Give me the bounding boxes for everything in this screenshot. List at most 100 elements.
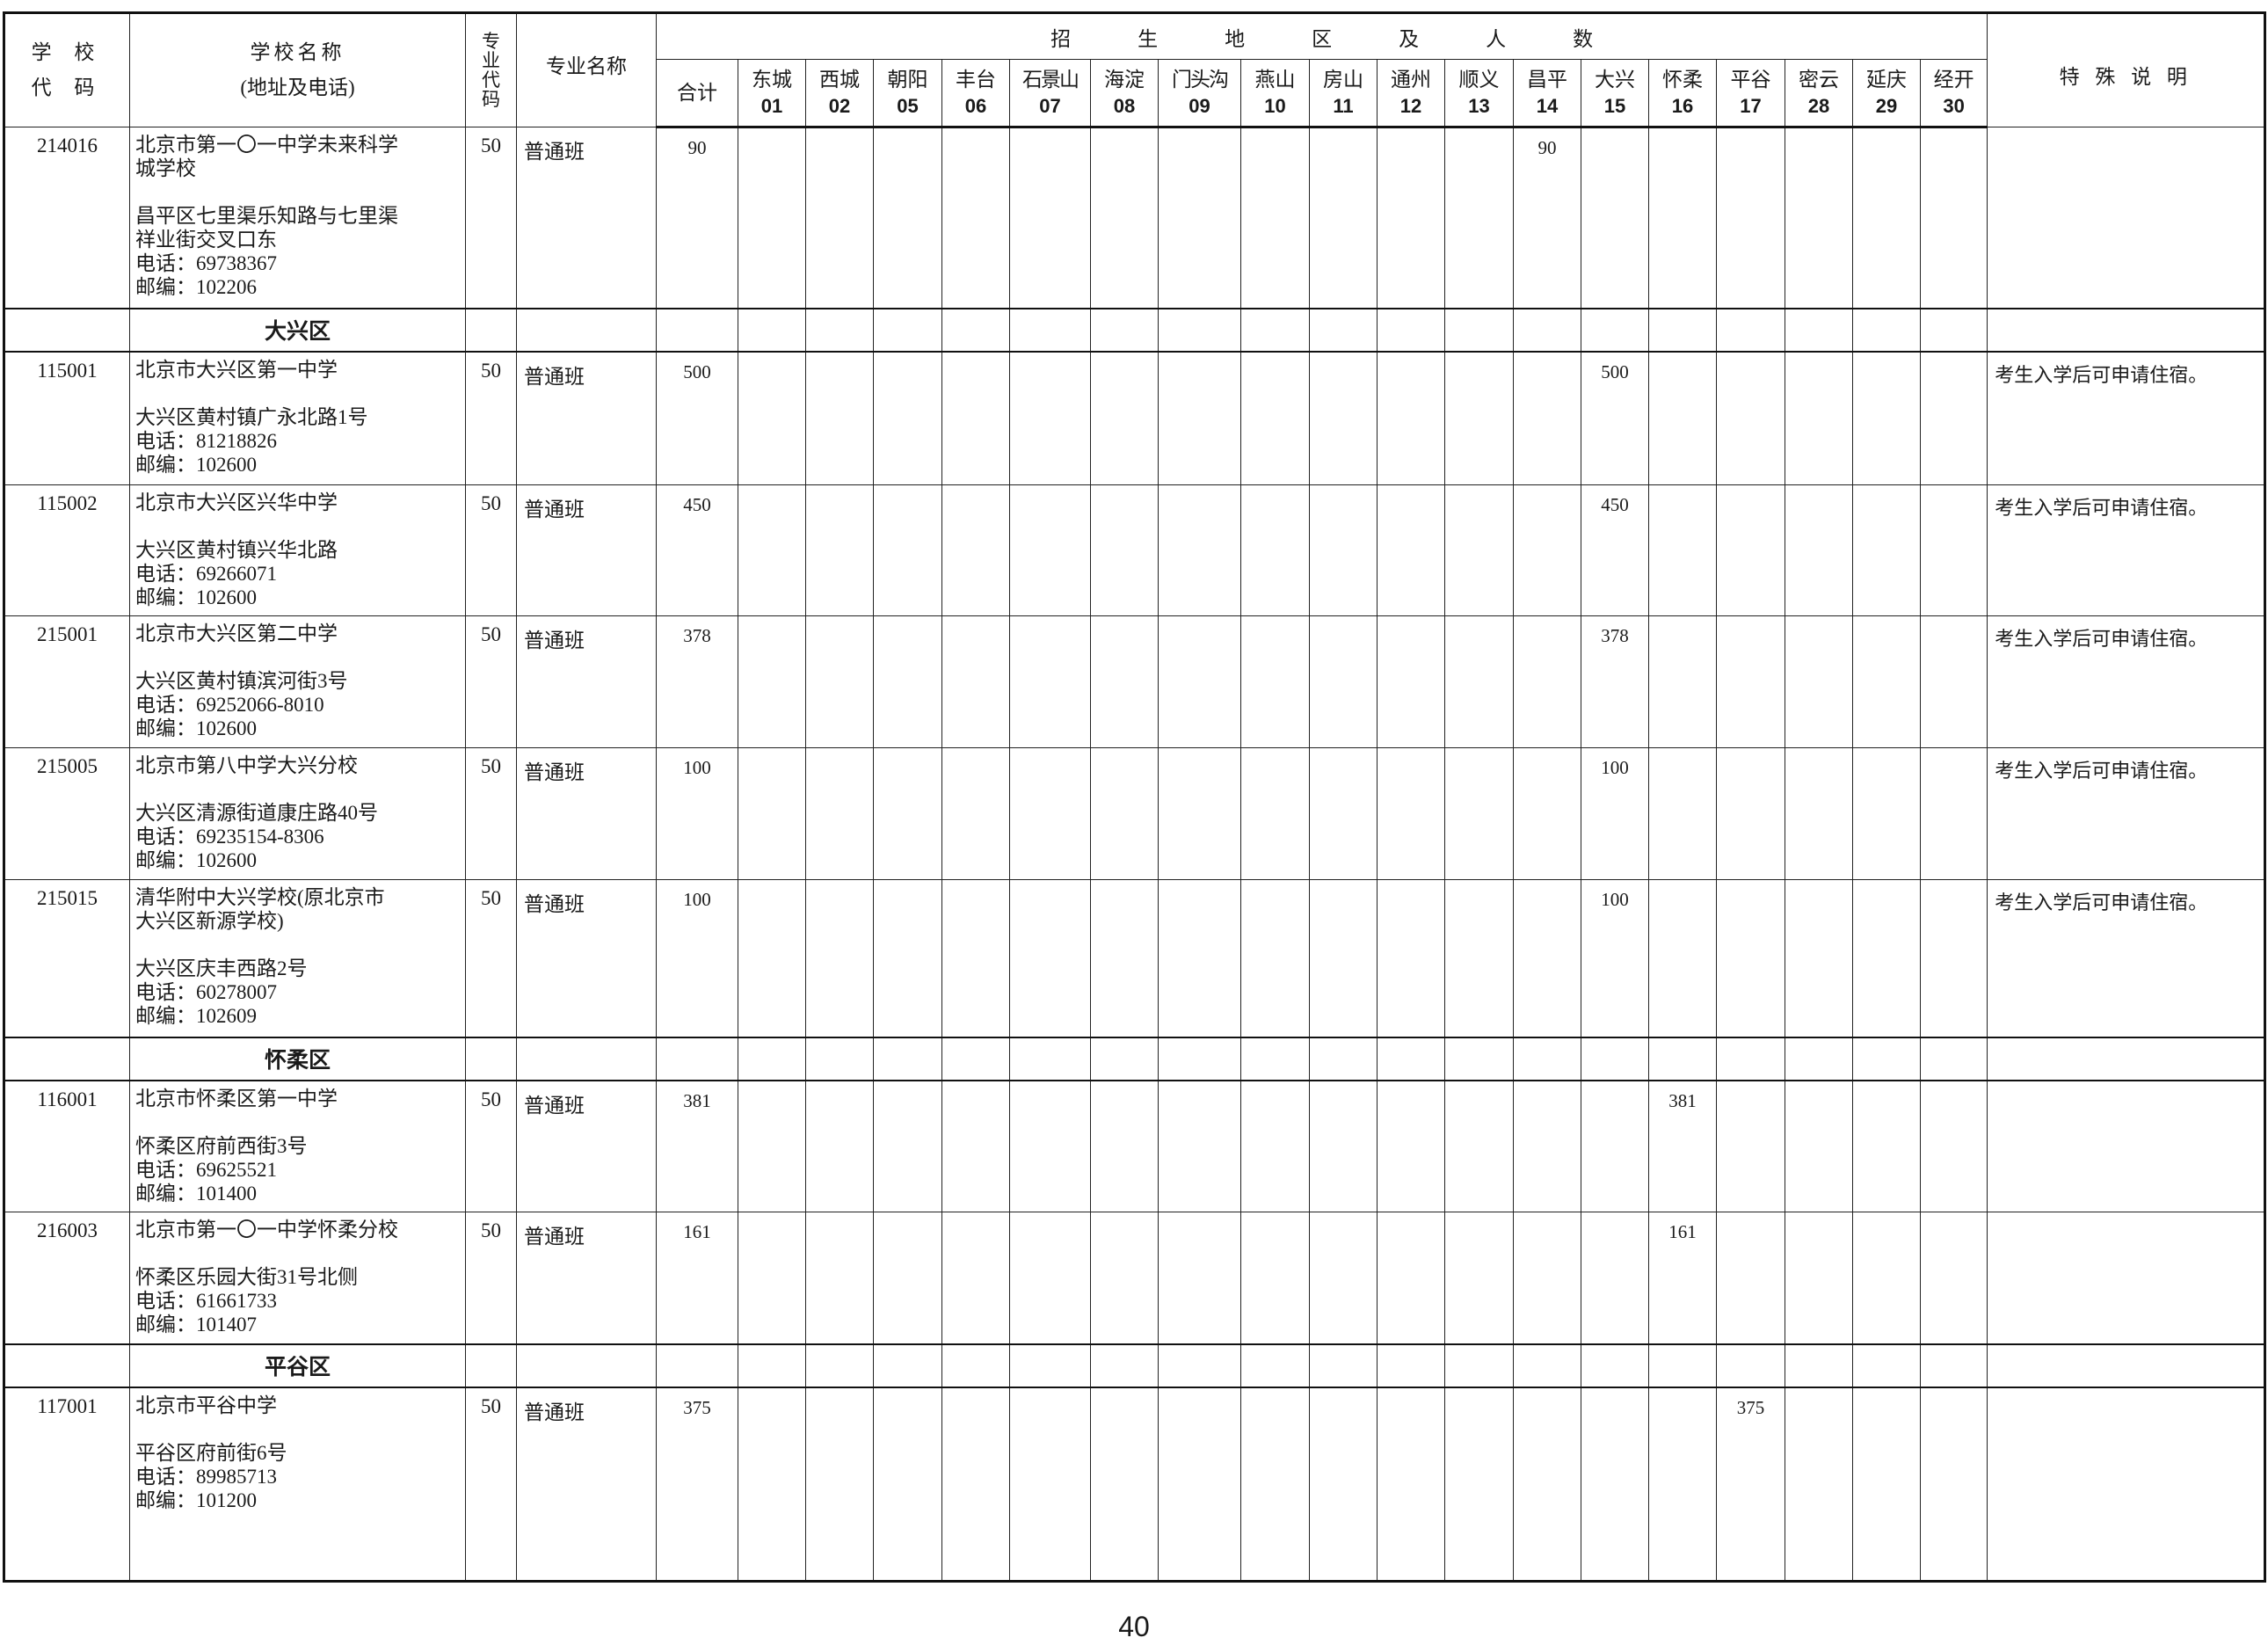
region-count-15: 100 [1581,879,1649,1037]
region-count-08 [1090,484,1159,616]
region-count-01 [738,615,806,748]
region-count-09 [1158,484,1241,616]
address-line: 大兴区清源街道康庄路40号 [135,802,378,824]
region-code: 02 [828,94,851,117]
region-count-29 [1852,879,1921,1037]
region-count-07 [1009,1387,1091,1582]
district-row: 平谷区 [4,1343,2266,1388]
phone: 电话：69252066-8010 [135,694,324,716]
region-count-01 [738,351,806,485]
region-code: 01 [760,94,783,117]
major-code: 50 [465,1080,517,1212]
empty-cell [1513,1343,1581,1388]
total-count: 381 [656,1080,738,1212]
region-count-28 [1785,127,1853,309]
header-region-01: 东城 01 [738,59,806,128]
region-count-09 [1158,1212,1241,1344]
region-count-17 [1716,127,1785,309]
empty-cell [1513,307,1581,353]
empty-cell [4,307,130,353]
region-code: 11 [1333,94,1354,117]
empty-cell [4,1036,130,1081]
postcode: 邮编：102600 [135,717,257,739]
special-note [1987,1212,2266,1344]
total-count: 378 [656,615,738,748]
region-count-30 [1919,879,1988,1037]
region-count-07 [1009,615,1091,748]
region-count-13 [1444,127,1514,309]
region-count-17 [1716,1080,1785,1212]
region-name: 东城 [752,68,792,91]
region-count-29 [1852,351,1921,485]
empty-cell [465,1036,517,1081]
region-count-16 [1648,615,1717,748]
region-count-06 [941,1080,1010,1212]
region-count-30 [1919,484,1988,616]
region-count-12 [1377,747,1445,880]
phone: 电话：69235154-8306 [135,826,324,848]
region-count-15 [1581,1080,1649,1212]
region-count-16 [1648,879,1717,1037]
region-count-11 [1309,615,1378,748]
empty-cell [1785,1036,1853,1081]
region-code: 17 [1740,94,1762,117]
special-note [1987,1387,2266,1582]
region-code: 16 [1671,94,1694,117]
major-code: 50 [465,1387,517,1582]
empty-cell [1785,1343,1853,1388]
empty-cell [1581,307,1649,353]
total-count: 375 [656,1387,738,1582]
empty-cell [1648,1036,1717,1081]
region-code: 15 [1603,94,1626,117]
admissions-table: 学 校 代 码 学校名称 (地址及电话) 专业代码 专业名称 招 生 地 区 及 人 数 特… [3,11,2267,1583]
empty-cell [656,307,738,353]
region-count-12 [1377,615,1445,748]
empty-cell [1309,1343,1378,1388]
region-code: 28 [1807,94,1830,117]
region-count-07 [1009,1080,1091,1212]
region-count-08 [1090,879,1159,1037]
empty-cell [1090,1036,1159,1081]
region-count-10 [1240,351,1310,485]
spacer [135,777,460,801]
postcode: 邮编：101400 [135,1182,257,1205]
region-count-07 [1009,747,1091,880]
empty-cell [1090,1343,1159,1388]
empty-cell [738,1036,806,1081]
empty-cell [1377,307,1445,353]
region-code: 08 [1113,94,1136,117]
empty-cell [1377,1343,1445,1388]
region-count-02 [805,351,874,485]
spacer [135,1417,460,1441]
region-count-17 [1716,879,1785,1037]
empty-cell [1513,1036,1581,1081]
school-name-line: 北京市大兴区兴华中学 [135,491,338,513]
special-note: 考生入学后可申请住宿。 [1987,879,2266,1037]
region-count-12 [1377,127,1445,309]
region-count-10 [1240,1387,1310,1582]
region-count-16 [1648,351,1717,485]
school-info: 北京市大兴区兴华中学 大兴区黄村镇兴华北路 电话：69266071 邮编：102600 [129,484,466,616]
spacer [135,645,460,669]
region-count-05 [873,484,942,616]
empty-cell [1009,1343,1091,1388]
region-count-15: 450 [1581,484,1649,616]
empty-cell [1377,1036,1445,1081]
major-name: 普通班 [516,747,657,880]
region-name: 石景山 [1022,68,1079,91]
region-name: 海淀 [1104,68,1145,91]
region-count-13 [1444,747,1514,880]
region-count-13 [1444,615,1514,748]
region-count-11 [1309,351,1378,485]
region-title-char: 区 [1312,27,1333,50]
address-line: 大兴区黄村镇兴华北路 [135,539,338,561]
empty-cell [1648,307,1717,353]
address-line: 祥业街交叉口东 [135,229,277,251]
region-count-06 [941,1212,1010,1344]
region-count-08 [1090,747,1159,880]
region-count-11 [1309,747,1378,880]
school-code: 117001 [4,1387,130,1582]
region-code: 30 [1943,94,1965,117]
region-count-28 [1785,1212,1853,1344]
header-region-07: 石景山 07 [1009,59,1091,128]
